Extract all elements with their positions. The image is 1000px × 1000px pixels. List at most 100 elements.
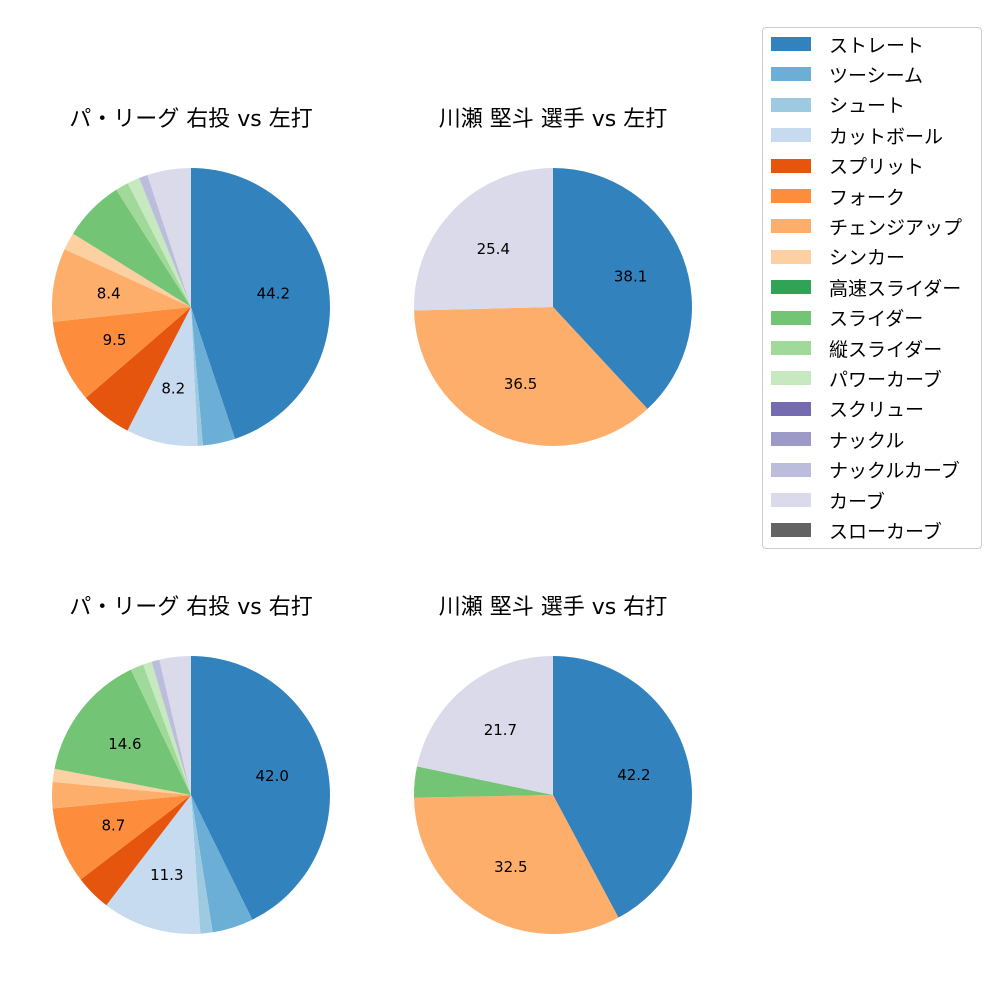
chart-title: 川瀬 堅斗 選手 vs 左打 — [439, 107, 667, 132]
legend-item: スライダー — [771, 307, 924, 331]
legend-item: 高速スライダー — [771, 276, 962, 300]
legend-swatch — [771, 219, 811, 234]
slice-label: 42.0 — [255, 767, 288, 785]
legend-label: カーブ — [829, 490, 885, 513]
pie-slice — [52, 781, 191, 809]
pie-slice — [414, 307, 648, 446]
legend-label: ツーシーム — [829, 64, 924, 87]
legend-item: シンカー — [771, 246, 906, 270]
legend-label: ナックル — [829, 429, 905, 452]
legend-label: スプリット — [829, 156, 925, 179]
pie-slice — [414, 795, 619, 935]
pie-slice — [147, 167, 191, 307]
pie-slice — [106, 795, 201, 935]
legend-swatch — [771, 523, 811, 538]
legend-item: スローカーブ — [771, 519, 942, 543]
legend-item: ストレート — [771, 33, 925, 57]
legend-item: カーブ — [771, 489, 885, 513]
slice-label: 25.4 — [477, 240, 510, 258]
pie-slice — [80, 795, 191, 906]
legend-label: フォーク — [829, 186, 906, 209]
legend-swatch — [771, 493, 811, 507]
legend-label: 縦スライダー — [829, 338, 943, 361]
pie-slice — [159, 656, 191, 795]
legend-label: ストレート — [829, 34, 925, 57]
pie-slice — [416, 656, 553, 795]
pie-chart-3: パ・リーグ 右投 vs 右打 42.0 11.3 8.7 14.6 — [52, 595, 330, 935]
legend-item: チェンジアップ — [771, 215, 963, 239]
pie-slice — [64, 233, 191, 307]
legend-label: ナックルカーブ — [829, 460, 960, 483]
legend-swatch — [771, 249, 811, 264]
legend-item: 縦スライダー — [771, 337, 943, 361]
legend-swatch — [771, 432, 811, 447]
legend-item: シュート — [771, 94, 906, 118]
pie-slice — [413, 168, 553, 311]
slice-label: 42.2 — [617, 766, 650, 784]
pie-slice — [51, 249, 191, 322]
legend-item: スクリュー — [771, 398, 925, 422]
legend-label: シュート — [829, 95, 906, 118]
chart-title: パ・リーグ 右投 vs 左打 — [69, 107, 312, 132]
legend-swatch — [771, 97, 811, 112]
legend-swatch — [771, 128, 811, 143]
legend-item: パワーカーブ — [771, 367, 942, 391]
legend-swatch — [771, 371, 811, 386]
pie-slice — [85, 307, 191, 431]
pie-slice — [191, 307, 203, 446]
legend-item: カットボール — [771, 124, 944, 148]
legend-label: カットボール — [829, 125, 944, 148]
pie-slice — [54, 669, 192, 795]
pie-slice — [191, 795, 213, 934]
legend-label: チェンジアップ — [829, 216, 963, 239]
pie-chart-4: 川瀬 堅斗 選手 vs 右打 42.2 32.5 21.7 — [413, 595, 693, 935]
legend-label: シンカー — [829, 247, 906, 270]
legend-item: スプリット — [771, 155, 925, 179]
slice-label: 21.7 — [484, 721, 517, 739]
legend-swatch — [771, 462, 811, 477]
slice-label: 32.5 — [494, 858, 527, 876]
pie-slice — [116, 183, 191, 307]
pie-slice — [191, 656, 330, 920]
legend-swatch — [771, 37, 811, 51]
pie-slice — [127, 178, 191, 307]
pie-slice — [72, 189, 191, 307]
chart-title: 川瀬 堅斗 選手 vs 右打 — [439, 595, 667, 620]
pie-chart-2: 川瀬 堅斗 選手 vs 左打 38.1 36.5 25.4 — [413, 107, 692, 446]
pie-slice — [413, 766, 553, 798]
legend-swatch — [771, 310, 811, 325]
legend-label: スローカーブ — [829, 520, 942, 543]
legend-swatch — [771, 67, 811, 82]
legend-swatch — [771, 341, 811, 355]
legend-item: フォーク — [771, 185, 906, 209]
legend-label: スライダー — [829, 308, 924, 331]
legend-swatch — [771, 189, 811, 203]
slice-label: 9.5 — [103, 331, 127, 349]
legend-swatch — [771, 158, 811, 173]
slice-label: 44.2 — [257, 285, 290, 303]
pie-chart-1: パ・リーグ 右投 vs 左打 44.2 8.2 9.5 8.4 — [51, 107, 331, 446]
slice-label: 14.6 — [108, 735, 141, 753]
pie-slice — [191, 168, 331, 439]
legend-swatch — [771, 280, 811, 295]
legend: ストレートツーシームシュートカットボール スプリットフォークチェンジアップ シンカー… — [762, 27, 982, 549]
legend-label: スクリュー — [829, 399, 925, 422]
legend-item: ナックル — [771, 428, 905, 452]
slice-label: 8.4 — [97, 285, 121, 303]
slice-label: 8.7 — [101, 817, 125, 835]
legend-item: ツーシーム — [771, 63, 924, 87]
slice-label: 11.3 — [150, 866, 183, 884]
pie-slice — [191, 795, 253, 933]
legend-label: 高速スライダー — [829, 277, 962, 300]
pie-slice — [191, 307, 236, 446]
legend-swatch — [771, 401, 811, 416]
pie-slice — [139, 175, 191, 307]
pie-slice — [127, 307, 198, 446]
pie-slice — [130, 664, 191, 795]
pie-slice — [151, 659, 191, 795]
slice-label: 8.2 — [161, 380, 185, 398]
pie-slice — [143, 661, 191, 795]
chart-title: パ・リーグ 右投 vs 右打 — [69, 595, 312, 620]
pie-slice — [553, 168, 692, 409]
